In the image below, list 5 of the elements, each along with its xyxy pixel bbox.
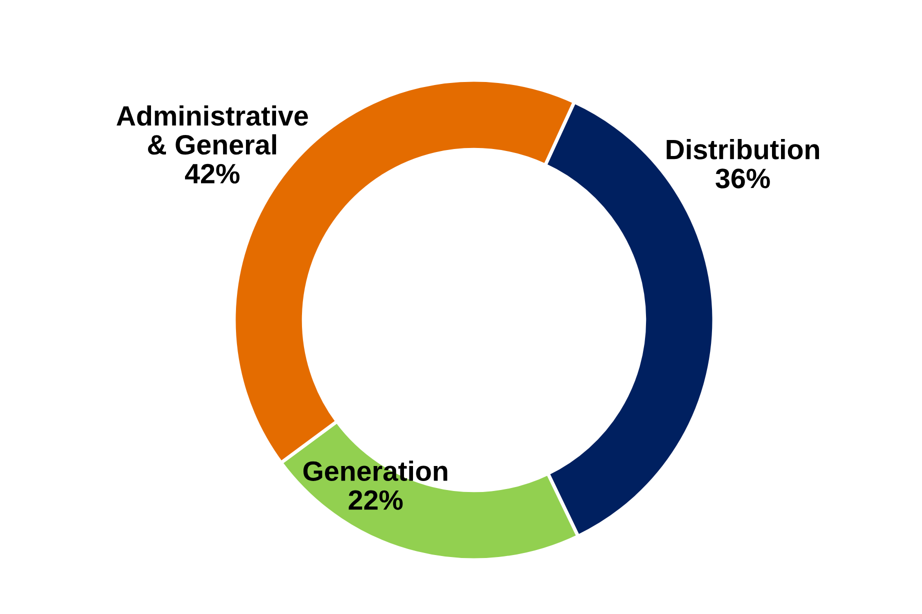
data-label: 42% bbox=[185, 164, 240, 184]
data-label: 22% bbox=[348, 490, 403, 510]
slice-label: Distribution bbox=[666, 138, 820, 160]
slice-label: Administrative & General bbox=[116, 105, 308, 155]
data-label: 36% bbox=[716, 168, 770, 188]
